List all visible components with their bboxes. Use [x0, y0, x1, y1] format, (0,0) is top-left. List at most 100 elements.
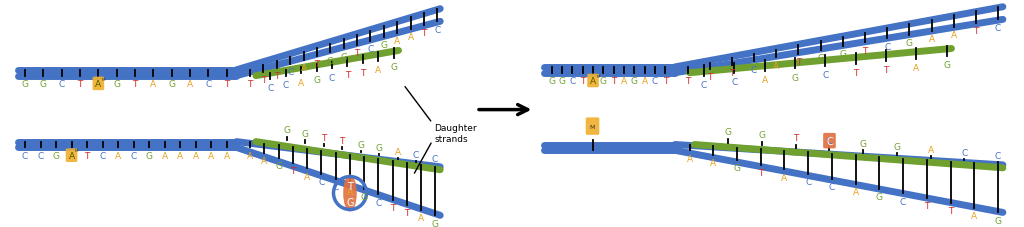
Text: T: T [354, 49, 359, 58]
Text: C: C [130, 151, 137, 160]
Text: A: A [950, 31, 956, 40]
Text: T: T [404, 208, 410, 217]
Text: T: T [853, 69, 858, 77]
Text: T: T [884, 66, 889, 75]
Text: A: A [298, 78, 304, 87]
Text: C: C [413, 151, 419, 159]
Text: M: M [101, 77, 105, 81]
Text: A: A [929, 35, 935, 44]
Text: C: C [329, 73, 335, 82]
Text: C: C [99, 151, 105, 160]
Text: Daughter
strands: Daughter strands [434, 124, 477, 143]
Text: T: T [729, 69, 734, 78]
Text: A: A [162, 151, 168, 160]
Text: C: C [884, 42, 890, 52]
Text: G: G [817, 54, 824, 63]
Text: C: C [701, 81, 708, 89]
Text: C: C [731, 78, 737, 87]
Text: A: A [304, 172, 310, 181]
Text: A: A [928, 145, 934, 154]
Text: T: T [862, 46, 867, 55]
Text: G: G [346, 197, 353, 207]
Text: T: T [274, 72, 280, 81]
Text: C: C [826, 136, 833, 146]
Text: G: G [759, 131, 766, 140]
Text: G: G [340, 52, 347, 62]
Text: C: C [431, 154, 437, 163]
Text: A: A [375, 66, 381, 75]
Text: C: C [206, 79, 212, 89]
Text: G: G [906, 39, 912, 48]
Text: T: T [973, 27, 979, 36]
Text: G: G [40, 79, 47, 89]
Text: A: A [193, 151, 199, 160]
Text: G: G [432, 219, 439, 227]
Text: T: T [924, 202, 930, 210]
Text: C: C [287, 68, 293, 77]
Text: G: G [360, 193, 368, 202]
Text: T: T [261, 76, 266, 85]
Text: C: C [805, 178, 811, 187]
Text: C: C [569, 77, 575, 86]
Text: A: A [247, 151, 253, 160]
Text: A: A [642, 77, 648, 86]
Text: A: A [853, 187, 859, 196]
Text: C: C [58, 79, 65, 89]
Text: G: G [52, 151, 59, 160]
FancyBboxPatch shape [586, 118, 599, 135]
Text: T: T [611, 77, 616, 86]
FancyBboxPatch shape [92, 77, 104, 91]
Text: C: C [962, 148, 968, 157]
Text: G: G [600, 77, 607, 86]
Ellipse shape [343, 175, 356, 212]
Text: A: A [686, 154, 692, 163]
Text: A: A [394, 37, 400, 46]
Text: G: G [548, 77, 555, 86]
Text: A: A [177, 151, 183, 160]
Text: A: A [971, 211, 977, 220]
Text: C: C [283, 81, 289, 90]
FancyBboxPatch shape [587, 74, 599, 88]
Text: A: A [913, 64, 920, 73]
Text: T: T [580, 77, 586, 86]
Text: G: G [327, 56, 334, 65]
Text: T: T [78, 79, 83, 89]
Text: C: C [900, 197, 906, 206]
Text: T: T [345, 71, 350, 80]
Text: C: C [38, 151, 44, 160]
Text: G: G [275, 161, 282, 170]
Text: G: G [860, 139, 866, 148]
Text: G: G [792, 73, 799, 82]
Text: G: G [380, 41, 387, 50]
Text: A: A [69, 151, 75, 160]
FancyBboxPatch shape [823, 133, 836, 149]
Text: C: C [751, 65, 757, 74]
Text: T: T [347, 181, 353, 191]
Text: A: A [711, 159, 717, 168]
Text: G: G [376, 143, 383, 152]
Text: T: T [132, 79, 138, 89]
Text: A: A [95, 79, 101, 89]
Text: G: G [840, 50, 846, 59]
Text: M: M [590, 124, 595, 129]
Text: G: G [145, 151, 153, 160]
Text: T: T [421, 29, 427, 38]
Text: M: M [596, 74, 600, 78]
Text: T: T [360, 68, 366, 77]
Text: G: G [559, 77, 565, 86]
Text: C: C [368, 45, 374, 54]
Text: G: G [943, 61, 950, 70]
Text: A: A [208, 151, 214, 160]
Text: C: C [267, 83, 273, 92]
FancyBboxPatch shape [66, 149, 78, 162]
Text: G: G [725, 128, 732, 137]
Text: G: G [893, 142, 900, 151]
Text: C: C [333, 182, 339, 191]
Text: C: C [434, 25, 440, 35]
Text: C: C [822, 71, 828, 80]
Text: T: T [340, 136, 345, 145]
Text: T: T [390, 203, 395, 212]
Text: C: C [995, 24, 1001, 32]
Text: C: C [995, 151, 1001, 160]
Text: C: C [826, 136, 833, 146]
